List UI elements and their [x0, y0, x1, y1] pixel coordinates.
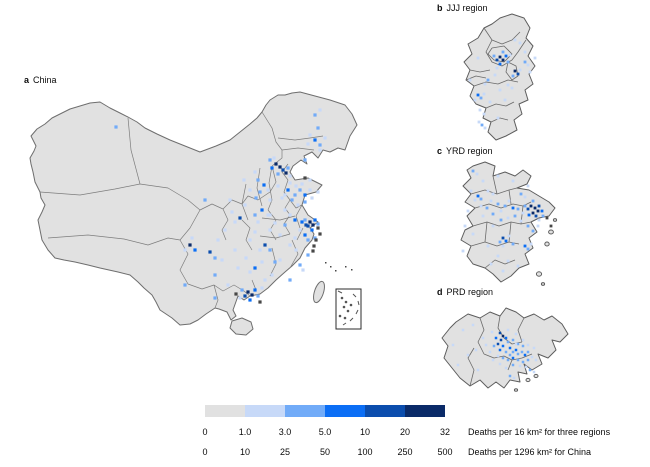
- panel-b-label: b JJJ region: [437, 3, 488, 13]
- legend-tick-row2-6: 500: [437, 447, 453, 457]
- legend-segment-2: [285, 405, 325, 417]
- legend-tick-row2-5: 250: [397, 447, 413, 457]
- yrd-outline: [460, 161, 556, 283]
- panel-a-label: a China: [24, 75, 57, 85]
- yrd-map: [460, 161, 558, 286]
- jjj-density-dots: [468, 38, 537, 130]
- china-density-dots: [114, 108, 327, 304]
- jjj-outline: [463, 13, 536, 141]
- panel-c-title: YRD region: [446, 146, 493, 156]
- legend-tick-row2-3: 50: [319, 447, 330, 457]
- jjj-map: [463, 13, 537, 141]
- panel-d-label: d PRD region: [437, 287, 493, 297]
- panel-a-title: China: [33, 75, 57, 85]
- yrd-prefecture-borders: [470, 175, 532, 269]
- prd-prefecture-borders: [467, 315, 533, 387]
- panel-a-letter: a: [24, 75, 30, 85]
- legend-tick-row2-4: 100: [357, 447, 373, 457]
- legend-tick-row1-1: 1.0: [238, 427, 252, 437]
- legend-tick-row2-1: 10: [239, 447, 250, 457]
- legend-segment-0: [205, 405, 245, 417]
- legend-row1-label: Deaths per 16 km² for three regions: [468, 427, 611, 437]
- legend-tick-row1-4: 10: [359, 427, 370, 437]
- prd-outline: [441, 307, 569, 389]
- legend-color-bar: [205, 405, 445, 417]
- offshore-islets: [325, 262, 353, 272]
- legend-segment-4: [365, 405, 405, 417]
- panel-b-title: JJJ region: [446, 3, 488, 13]
- panel-c-label: c YRD region: [437, 146, 493, 156]
- legend-tick-row1-5: 20: [399, 427, 410, 437]
- panel-d-letter: d: [437, 287, 443, 297]
- prd-map: [441, 307, 569, 392]
- legend-tick-row1-2: 3.0: [278, 427, 292, 437]
- china-outline: [29, 91, 358, 326]
- legend-segment-3: [325, 405, 365, 417]
- prd-islands: [513, 373, 539, 392]
- panel-d-title: PRD region: [446, 287, 494, 297]
- legend-segment-1: [245, 405, 285, 417]
- prd-density-dots: [451, 323, 538, 380]
- china-map: [29, 91, 362, 336]
- china-province-borders: [39, 111, 324, 309]
- legend-tick-row2-0: 0: [202, 447, 208, 457]
- south-china-sea-islands: [337, 290, 360, 326]
- south-china-sea-inset-box: [335, 288, 362, 330]
- legend-tick-row2-2: 25: [279, 447, 290, 457]
- legend-tick-row1-3: 5.0: [318, 427, 332, 437]
- yrd-density-dots: [461, 169, 553, 273]
- legend-row2-label: Deaths per 1296 km² for China: [468, 447, 592, 457]
- legend-tick-row1-6: 32: [439, 427, 450, 437]
- taiwan-island: [313, 280, 325, 304]
- panel-c-letter: c: [437, 146, 443, 156]
- jjj-prefecture-borders: [465, 27, 527, 123]
- legend-tick-row1-0: 0: [202, 427, 208, 437]
- legend-segment-5: [405, 405, 445, 417]
- panel-b-letter: b: [437, 3, 443, 13]
- yrd-islands: [535, 218, 558, 286]
- hainan-island: [229, 317, 254, 336]
